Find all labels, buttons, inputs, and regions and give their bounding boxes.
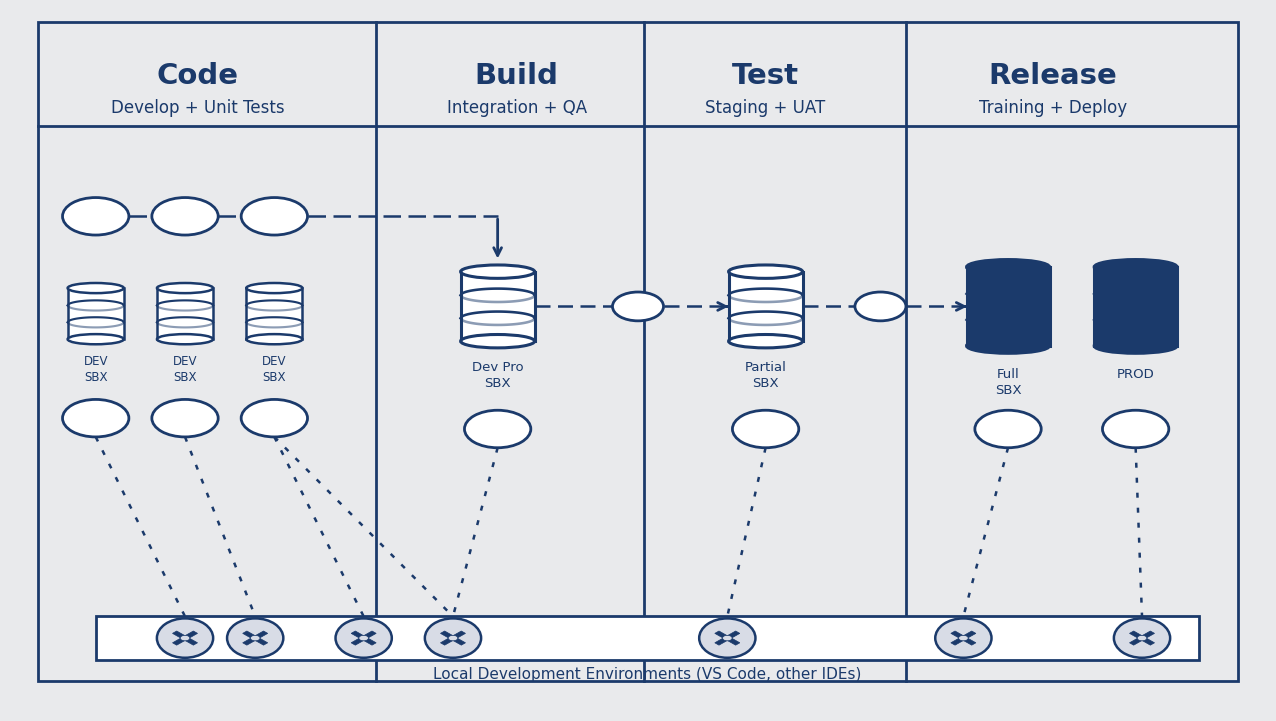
Polygon shape	[715, 631, 740, 645]
Circle shape	[958, 635, 968, 641]
Circle shape	[722, 635, 732, 641]
Circle shape	[359, 635, 369, 641]
Circle shape	[152, 198, 218, 235]
Ellipse shape	[336, 619, 392, 658]
Ellipse shape	[461, 265, 535, 278]
Ellipse shape	[461, 335, 535, 348]
Ellipse shape	[157, 283, 213, 293]
Circle shape	[1102, 410, 1169, 448]
Text: Training + Deploy: Training + Deploy	[979, 99, 1127, 117]
Text: DEV
SBX: DEV SBX	[172, 355, 198, 384]
Ellipse shape	[246, 334, 302, 345]
FancyBboxPatch shape	[96, 616, 1199, 660]
Polygon shape	[242, 631, 268, 645]
Ellipse shape	[967, 338, 1049, 353]
Circle shape	[448, 635, 458, 641]
Polygon shape	[351, 631, 376, 645]
Polygon shape	[157, 288, 213, 339]
Polygon shape	[246, 288, 302, 339]
Polygon shape	[729, 272, 803, 341]
Ellipse shape	[699, 619, 755, 658]
Text: Release: Release	[989, 62, 1116, 89]
Polygon shape	[951, 631, 976, 645]
Text: Dev Pro
SBX: Dev Pro SBX	[472, 360, 523, 389]
Circle shape	[250, 635, 260, 641]
Circle shape	[152, 399, 218, 437]
Text: Local Development Environments (VS Code, other IDEs): Local Development Environments (VS Code,…	[434, 667, 861, 682]
Circle shape	[464, 410, 531, 448]
Text: Code: Code	[157, 62, 239, 89]
Ellipse shape	[729, 265, 803, 278]
Text: Staging + UAT: Staging + UAT	[706, 99, 826, 117]
Polygon shape	[440, 631, 466, 645]
Text: Integration + QA: Integration + QA	[447, 99, 587, 117]
Ellipse shape	[246, 283, 302, 293]
Circle shape	[241, 198, 308, 235]
Ellipse shape	[157, 619, 213, 658]
Ellipse shape	[425, 619, 481, 658]
Polygon shape	[172, 631, 198, 645]
Text: Full
SBX: Full SBX	[995, 368, 1021, 397]
Polygon shape	[967, 267, 1049, 346]
Polygon shape	[242, 631, 268, 645]
Ellipse shape	[1095, 260, 1178, 275]
Circle shape	[180, 635, 190, 641]
Polygon shape	[172, 631, 198, 645]
Ellipse shape	[68, 334, 124, 345]
Polygon shape	[1095, 267, 1176, 346]
Ellipse shape	[1095, 338, 1178, 353]
Ellipse shape	[967, 260, 1049, 275]
Text: DEV
SBX: DEV SBX	[83, 355, 108, 384]
Circle shape	[63, 399, 129, 437]
Text: Test: Test	[732, 62, 799, 89]
Ellipse shape	[935, 619, 991, 658]
Circle shape	[241, 399, 308, 437]
Circle shape	[612, 292, 664, 321]
Polygon shape	[440, 631, 466, 645]
Polygon shape	[1129, 631, 1155, 645]
Polygon shape	[715, 631, 740, 645]
Polygon shape	[461, 272, 535, 341]
Polygon shape	[1129, 631, 1155, 645]
Circle shape	[855, 292, 906, 321]
Polygon shape	[351, 631, 376, 645]
Ellipse shape	[227, 619, 283, 658]
Text: PROD: PROD	[1116, 368, 1155, 381]
Text: Build: Build	[475, 62, 559, 89]
Polygon shape	[951, 631, 976, 645]
Polygon shape	[68, 288, 124, 339]
Circle shape	[732, 410, 799, 448]
FancyBboxPatch shape	[38, 22, 1238, 681]
Ellipse shape	[729, 335, 803, 348]
Circle shape	[63, 198, 129, 235]
Text: Partial
SBX: Partial SBX	[745, 360, 786, 389]
Text: DEV
SBX: DEV SBX	[262, 355, 287, 384]
Ellipse shape	[157, 334, 213, 345]
Circle shape	[975, 410, 1041, 448]
Ellipse shape	[1114, 619, 1170, 658]
Ellipse shape	[68, 283, 124, 293]
Text: Develop + Unit Tests: Develop + Unit Tests	[111, 99, 285, 117]
Circle shape	[1137, 635, 1147, 641]
